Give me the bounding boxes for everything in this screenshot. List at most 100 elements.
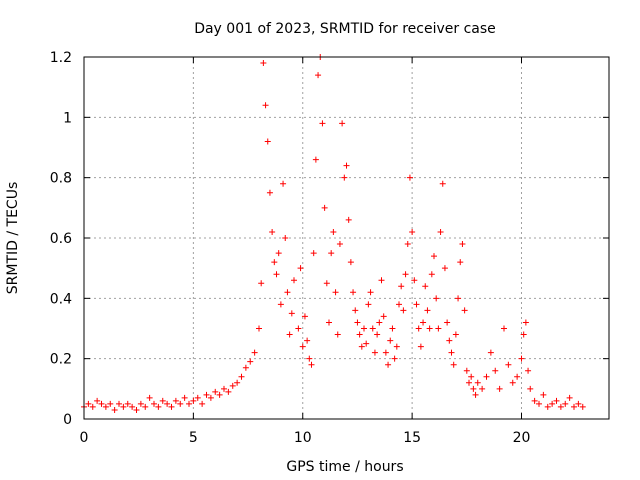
data-point [295,325,302,332]
data-point [98,400,105,407]
y-tick-label: 1 [63,110,72,126]
data-point [301,313,308,320]
data-point [354,319,361,326]
data-point [501,325,507,332]
data-point [522,319,529,326]
data-point [297,265,304,272]
data-point [284,289,291,296]
x-axis: 0 5 10 15 20 [80,57,530,446]
data-point [142,403,149,410]
data-point [334,331,341,338]
data-point [441,265,448,272]
data-point [328,250,335,257]
data-point [116,400,122,407]
data-point [575,400,582,407]
data-point [339,120,346,127]
data-point [168,403,175,410]
data-point [356,331,363,338]
data-point [396,301,402,308]
data-point [286,331,293,338]
data-point [306,355,313,362]
data-point [387,337,394,344]
data-point [562,400,569,407]
data-point [433,295,440,302]
data-point [420,319,427,326]
data-point [155,403,162,410]
data-point [455,295,462,302]
data-point [304,337,311,344]
data-point [496,385,503,392]
data-point [102,403,109,410]
data-point [229,382,236,389]
data-point [400,307,407,314]
data-point [94,397,101,404]
data-point [406,174,413,181]
data-point [350,289,357,296]
data-point [385,361,392,368]
data-point [326,319,332,326]
data-point [336,241,343,248]
data-point [571,403,577,410]
data-point [129,403,136,410]
data-point [172,397,179,404]
y-tick-label: 0.8 [50,171,72,187]
data-point [487,349,494,356]
data-point [107,400,114,407]
data-point [238,373,245,380]
data-point [361,325,367,332]
data-point [251,349,258,356]
data-point [312,156,319,163]
data-point [472,391,479,398]
data-point [579,403,586,410]
data-point [431,253,437,260]
data-point [120,403,127,410]
data-point [207,394,214,401]
data-point [273,271,280,278]
data-point [470,385,477,392]
data-point [417,343,424,350]
data-point [544,403,551,410]
data-point [203,391,210,398]
data-point [151,400,157,407]
data-point [280,180,287,187]
data-point [376,319,383,326]
x-tick-label: 0 [80,430,89,446]
data-point [137,400,144,407]
data-point [518,355,525,362]
data-point [413,301,420,308]
data-point [310,250,317,257]
data-point [258,280,265,287]
data-point [389,325,396,332]
data-point [247,358,254,365]
chart-title: Day 001 of 2023, SRMTID for receiver cas… [194,21,496,37]
data-point [398,283,405,290]
data-point [474,379,481,386]
data-point [531,397,538,404]
data-point [321,204,328,211]
x-tick-label: 5 [189,430,198,446]
data-point [540,391,547,398]
data-point [85,400,92,407]
data-point [466,379,472,386]
data-point [111,406,118,413]
data-point [264,138,271,145]
data-point [509,379,516,386]
data-point [225,388,232,395]
data-point [332,289,339,296]
data-point [435,325,442,332]
data-point [426,325,433,332]
data-point [549,400,556,407]
data-point [347,259,354,266]
data-point [323,280,330,287]
data-point [369,325,376,332]
data-point [374,331,381,338]
data-point [450,361,457,368]
data-point [483,373,490,380]
data-point [358,343,365,350]
data-point [520,331,527,338]
data-point [557,403,564,410]
data-point [422,283,429,290]
data-point [177,400,184,407]
